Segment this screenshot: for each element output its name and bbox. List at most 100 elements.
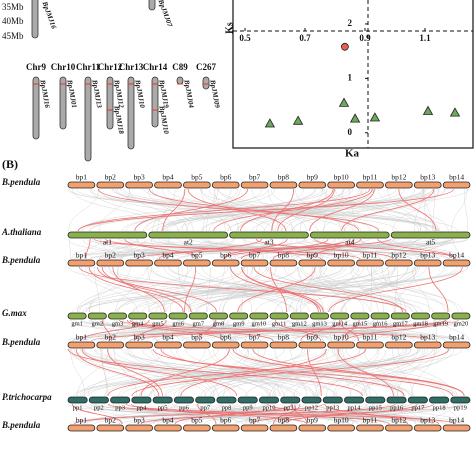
point: [264, 118, 276, 128]
chromosome-label: pp9: [243, 404, 253, 411]
chromosome-bar: [67, 396, 88, 404]
chromosome-label: bp4: [162, 251, 174, 260]
y-tick-label: 1: [348, 72, 353, 82]
point: [422, 105, 434, 115]
chromosome-label: bp11: [363, 173, 378, 182]
link: [147, 188, 194, 232]
link: [85, 238, 315, 260]
link-highlight: [72, 403, 123, 425]
link-highlight: [97, 188, 380, 232]
chromosome-label: bp5: [191, 416, 203, 425]
link: [79, 348, 219, 397]
link: [430, 403, 455, 425]
chromosome-label: bp9: [307, 251, 319, 260]
chromosome-bar: [125, 181, 153, 189]
gene-label: BpJMJ19: [157, 78, 170, 109]
link: [152, 188, 185, 232]
chromosome-bar: [327, 181, 355, 189]
chromosome-bar: [88, 396, 109, 404]
link-highlight: [184, 266, 196, 313]
species-label: G.max: [2, 308, 27, 318]
link: [208, 348, 277, 397]
link: [118, 348, 285, 397]
link: [68, 188, 99, 232]
link: [68, 319, 256, 342]
link: [113, 319, 317, 342]
link: [463, 188, 468, 232]
chromosome-bar: [327, 259, 355, 267]
chromosome-label: pp17: [411, 404, 425, 411]
chromosome-label: pp19: [454, 404, 467, 411]
chromosome-bar: [410, 312, 430, 320]
chromosome-label: bp10: [334, 251, 349, 260]
chromosome-bar: [131, 396, 152, 404]
chromosome-bar: [356, 259, 384, 267]
link-highlight: [77, 188, 454, 232]
link: [115, 266, 153, 313]
chromosome-bar: [407, 396, 428, 404]
chromosome-label: pp5: [158, 404, 168, 411]
chromosome-bar: [154, 424, 182, 432]
chromosome-bar: [356, 424, 384, 432]
chromosome-bar: [431, 312, 451, 320]
chromosome-label: bp2: [105, 333, 117, 342]
chromosome-bar: [67, 424, 96, 432]
chromosome-bar: [148, 231, 229, 239]
link-highlight: [230, 266, 321, 313]
gene-label: BpJMJ01: [65, 78, 78, 108]
link: [387, 188, 422, 232]
link: [68, 238, 122, 260]
chromosome-bar: [216, 396, 237, 404]
link-highlight: [78, 266, 407, 313]
chromosome-bar: [208, 312, 228, 320]
link: [447, 403, 461, 425]
chromosome-label: bp6: [220, 416, 232, 425]
chromosome-bar: [298, 341, 327, 349]
gene-label: BpJMJ13: [90, 78, 103, 109]
link-highlight: [140, 348, 230, 397]
chromosome-label: gm1: [71, 320, 83, 327]
chromosome: [127, 76, 135, 150]
link-highlight: [160, 348, 405, 397]
link: [200, 188, 226, 232]
link: [124, 348, 411, 397]
chromosome-label: pp18: [433, 404, 446, 411]
link: [389, 238, 437, 260]
link: [88, 266, 119, 313]
link-highlight: [241, 266, 324, 313]
link-highlight: [250, 403, 434, 425]
link: [363, 348, 449, 397]
link: [72, 319, 225, 342]
link-highlight: [253, 266, 404, 313]
link: [94, 319, 324, 342]
x-tick-label: 0.7: [299, 33, 311, 43]
chromosome-bar: [385, 181, 413, 189]
link: [191, 319, 244, 342]
link-highlight: [107, 348, 163, 397]
chromosome-bar: [386, 396, 407, 404]
link-highlight: [118, 319, 438, 342]
link-highlight: [337, 348, 394, 397]
chromosome-label: bp9: [307, 333, 319, 342]
chromosome-label: bp6: [220, 333, 232, 342]
link: [407, 238, 466, 260]
chromosome-label: bp6: [220, 251, 232, 260]
species-label: B.pendula: [1, 177, 41, 187]
y-tick-label: 2: [348, 18, 353, 28]
link: [295, 266, 322, 313]
link: [336, 403, 407, 425]
link: [142, 266, 381, 313]
link-highlight: [107, 348, 367, 397]
link: [95, 348, 314, 397]
link: [153, 403, 268, 425]
chromosome-label: Chr13: [119, 62, 144, 72]
link: [341, 319, 416, 342]
chromosome-bar: [148, 312, 168, 320]
chromosome-bar: [309, 231, 390, 239]
link: [129, 238, 358, 260]
chromosome-bar: [370, 312, 390, 320]
link: [184, 266, 458, 313]
link-highlight: [80, 319, 150, 342]
chromosome-label: Chr12: [98, 62, 123, 72]
gene-label: BpJMJ09: [208, 78, 221, 109]
